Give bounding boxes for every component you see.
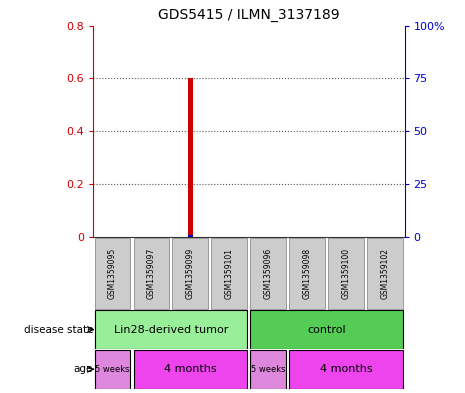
FancyBboxPatch shape	[250, 238, 286, 309]
FancyBboxPatch shape	[212, 238, 247, 309]
FancyBboxPatch shape	[250, 350, 286, 389]
Text: GSM1359098: GSM1359098	[303, 248, 312, 299]
Text: Lin28-derived tumor: Lin28-derived tumor	[114, 325, 228, 334]
Bar	[188, 79, 193, 237]
FancyBboxPatch shape	[94, 238, 130, 309]
Text: age: age	[73, 364, 93, 374]
Text: GSM1359095: GSM1359095	[108, 248, 117, 299]
Text: 4 months: 4 months	[164, 364, 217, 374]
Text: GSM1359096: GSM1359096	[264, 248, 273, 299]
FancyBboxPatch shape	[289, 350, 403, 389]
Text: GSM1359099: GSM1359099	[186, 248, 195, 299]
FancyBboxPatch shape	[289, 238, 325, 309]
Text: GSM1359097: GSM1359097	[147, 248, 156, 299]
Text: control: control	[307, 325, 346, 334]
FancyBboxPatch shape	[328, 238, 364, 309]
FancyBboxPatch shape	[173, 238, 208, 309]
Bar	[188, 235, 193, 237]
Text: 4 months: 4 months	[320, 364, 372, 374]
FancyBboxPatch shape	[133, 238, 169, 309]
FancyBboxPatch shape	[133, 350, 247, 389]
Text: GSM1359102: GSM1359102	[380, 248, 390, 299]
Text: disease state: disease state	[24, 325, 93, 334]
Text: 5 weeks: 5 weeks	[95, 365, 130, 374]
Text: GSM1359101: GSM1359101	[225, 248, 234, 299]
FancyBboxPatch shape	[94, 310, 247, 349]
Text: 5 weeks: 5 weeks	[251, 365, 286, 374]
Title: GDS5415 / ILMN_3137189: GDS5415 / ILMN_3137189	[158, 8, 339, 22]
FancyBboxPatch shape	[250, 310, 403, 349]
Text: GSM1359100: GSM1359100	[342, 248, 351, 299]
FancyBboxPatch shape	[94, 350, 130, 389]
FancyBboxPatch shape	[367, 238, 403, 309]
